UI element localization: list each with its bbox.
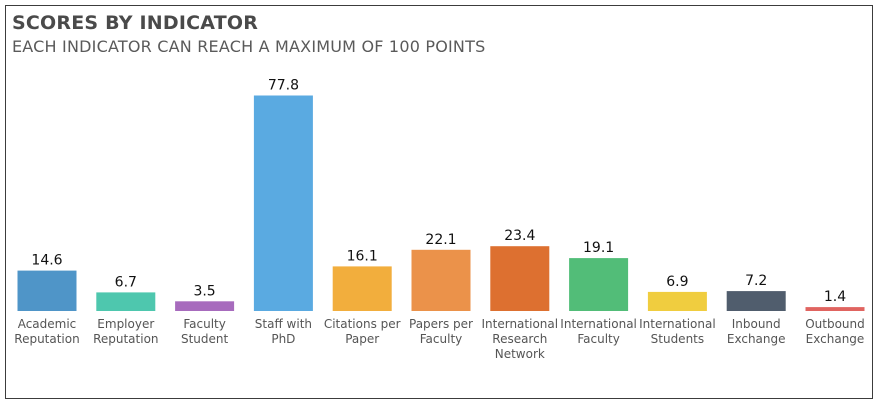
category-label-9: Inbound Exchange <box>727 317 786 346</box>
bar-4 <box>332 266 392 311</box>
category-label-7: International Faculty <box>560 317 637 346</box>
value-label-4: 16.1 <box>347 248 378 264</box>
bar-8 <box>647 291 707 311</box>
bar-10 <box>805 307 865 311</box>
value-label-8: 6.9 <box>666 274 688 290</box>
value-label-6: 23.4 <box>504 228 535 244</box>
category-label-3: Staff with PhD <box>255 317 312 346</box>
category-label-10: Outbound Exchange <box>805 317 865 346</box>
chart-subtitle: EACH INDICATOR CAN REACH A MAXIMUM OF 10… <box>12 37 486 56</box>
category-label-5: Papers per Faculty <box>409 317 473 346</box>
bar-9 <box>726 291 786 311</box>
bar-3 <box>253 95 313 311</box>
value-label-3: 77.8 <box>268 78 299 94</box>
category-label-8: International Students <box>639 317 716 346</box>
bar-6 <box>490 246 550 311</box>
value-label-1: 6.7 <box>115 274 137 290</box>
value-label-5: 22.1 <box>425 232 456 248</box>
value-label-10: 1.4 <box>824 289 846 305</box>
category-label-2: Faculty Student <box>181 317 229 346</box>
category-label-0: Academic Reputation <box>14 317 79 346</box>
value-label-0: 14.6 <box>31 253 62 269</box>
bar-1 <box>96 292 156 311</box>
bar-7 <box>569 258 629 311</box>
bar-5 <box>411 249 471 311</box>
bar-0 <box>17 270 77 311</box>
value-label-9: 7.2 <box>745 273 767 289</box>
category-label-1: Employer Reputation <box>93 317 158 346</box>
value-label-2: 3.5 <box>193 283 215 299</box>
chart-title: SCORES BY INDICATOR <box>12 12 259 34</box>
bar-2 <box>175 301 235 311</box>
category-label-6: International Research Network <box>482 317 559 361</box>
category-label-4: Citations per Paper <box>324 317 401 346</box>
value-label-7: 19.1 <box>583 240 614 256</box>
chart-frame <box>5 5 873 399</box>
